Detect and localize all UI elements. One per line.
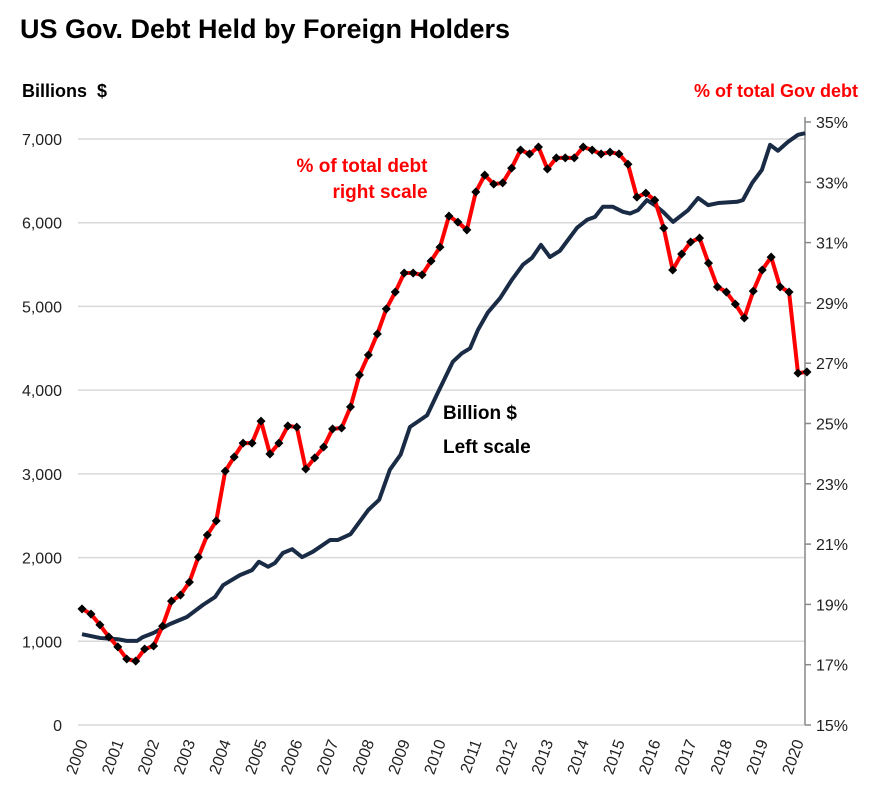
x-tick-label: 2002 — [135, 737, 163, 776]
percent-point-marker — [140, 644, 150, 654]
right-tick-label: 29% — [816, 296, 848, 313]
percent-point-marker — [238, 438, 248, 448]
right-axis-ticks: 15% 17% 19% 21% 23% 25% 27% 29% 31% 33% 35% — [804, 115, 848, 735]
billions-line — [81, 131, 806, 643]
percent-point-marker — [471, 187, 481, 197]
percent-point-marker — [730, 299, 740, 309]
percent-point-marker — [149, 641, 159, 651]
percent-point-marker — [453, 217, 463, 227]
right-tick-label: 33% — [816, 175, 848, 192]
x-tick-label: 2008 — [350, 737, 378, 776]
percent-point-marker — [703, 258, 714, 268]
right-tick-label: 27% — [816, 356, 848, 373]
left-tick-label: 0 — [53, 718, 62, 735]
percent-point-marker — [605, 147, 615, 157]
percent-point-marker — [721, 287, 731, 297]
percent-point-marker — [193, 552, 203, 562]
percent-annotation-line1: % of total debt — [297, 156, 429, 177]
x-tick-label: 2006 — [278, 737, 306, 776]
left-tick-label: 3,000 — [22, 467, 62, 484]
x-tick-label: 2001 — [99, 737, 127, 776]
left-tick-label: 2,000 — [22, 551, 62, 568]
left-axis-ticks: 0 1,000 2,000 3,000 4,000 5,000 6,000 7,000 — [22, 132, 62, 735]
x-tick-label: 2004 — [207, 737, 235, 776]
percent-point-marker — [686, 237, 696, 247]
left-tick-label: 7,000 — [22, 132, 62, 149]
x-axis-ticks: 2000 2001 2002 2003 2004 2005 2006 2007 2008 2009… — [64, 737, 808, 776]
left-tick-label: 4,000 — [22, 383, 62, 400]
right-tick-label: 17% — [816, 658, 848, 675]
percent-point-marker — [793, 368, 803, 378]
left-axis-title: Billions $ — [22, 81, 107, 101]
x-tick-label: 2012 — [493, 737, 521, 776]
percent-point-marker — [86, 609, 96, 619]
x-tick-label: 2015 — [601, 737, 629, 776]
percent-point-marker — [498, 178, 508, 188]
x-tick-label: 2019 — [744, 737, 772, 776]
right-tick-label: 25% — [816, 417, 848, 434]
percent-line — [81, 145, 808, 664]
x-tick-label: 2005 — [243, 737, 271, 776]
series-layer — [77, 131, 812, 666]
percent-point-marker — [104, 632, 114, 642]
x-tick-label: 2020 — [780, 737, 808, 776]
x-tick-label: 2018 — [708, 737, 736, 776]
left-tick-label: 5,000 — [22, 299, 62, 316]
percent-point-marker — [560, 153, 570, 163]
right-tick-label: 15% — [816, 718, 848, 735]
x-tick-label: 2000 — [64, 737, 92, 776]
billions-annotation-line1: Billion $ — [443, 403, 517, 424]
percent-point-marker — [95, 620, 105, 630]
right-tick-label: 23% — [816, 477, 848, 494]
billions-annotation-line2: Left scale — [443, 437, 531, 458]
percent-point-marker — [247, 438, 257, 448]
percent-point-marker — [292, 422, 302, 432]
right-tick-label: 21% — [816, 537, 848, 554]
left-tick-label: 6,000 — [22, 216, 62, 233]
percent-point-marker — [596, 149, 606, 159]
percent-point-marker — [802, 367, 812, 377]
chart-title: US Gov. Debt Held by Foreign Holders — [20, 14, 510, 44]
percent-point-marker — [131, 656, 141, 666]
x-tick-label: 2016 — [636, 737, 664, 776]
percent-point-marker — [158, 621, 168, 631]
percent-point-marker — [775, 282, 785, 292]
x-tick-label: 2003 — [171, 737, 199, 776]
gridlines — [78, 138, 805, 726]
percent-point-marker — [551, 153, 561, 163]
right-tick-label: 35% — [816, 115, 848, 132]
percent-point-marker — [408, 268, 418, 278]
percent-point-marker — [229, 452, 239, 462]
percent-point-marker — [659, 223, 669, 233]
x-tick-label: 2013 — [529, 737, 557, 776]
x-tick-label: 2014 — [565, 737, 593, 776]
percent-point-marker — [641, 188, 651, 198]
x-tick-label: 2011 — [458, 737, 486, 775]
percent-annotation-line2: right scale — [332, 182, 427, 203]
percent-point-marker — [220, 466, 230, 476]
x-tick-label: 2017 — [672, 737, 700, 776]
right-tick-label: 31% — [816, 236, 848, 253]
x-tick-label: 2010 — [422, 737, 450, 776]
x-tick-label: 2007 — [314, 737, 342, 776]
percent-point-marker — [784, 287, 794, 297]
left-tick-label: 1,000 — [22, 634, 62, 651]
x-tick-label: 2009 — [386, 737, 414, 776]
right-axis-title: % of total Gov debt — [694, 81, 858, 101]
right-tick-label: 19% — [816, 597, 848, 614]
